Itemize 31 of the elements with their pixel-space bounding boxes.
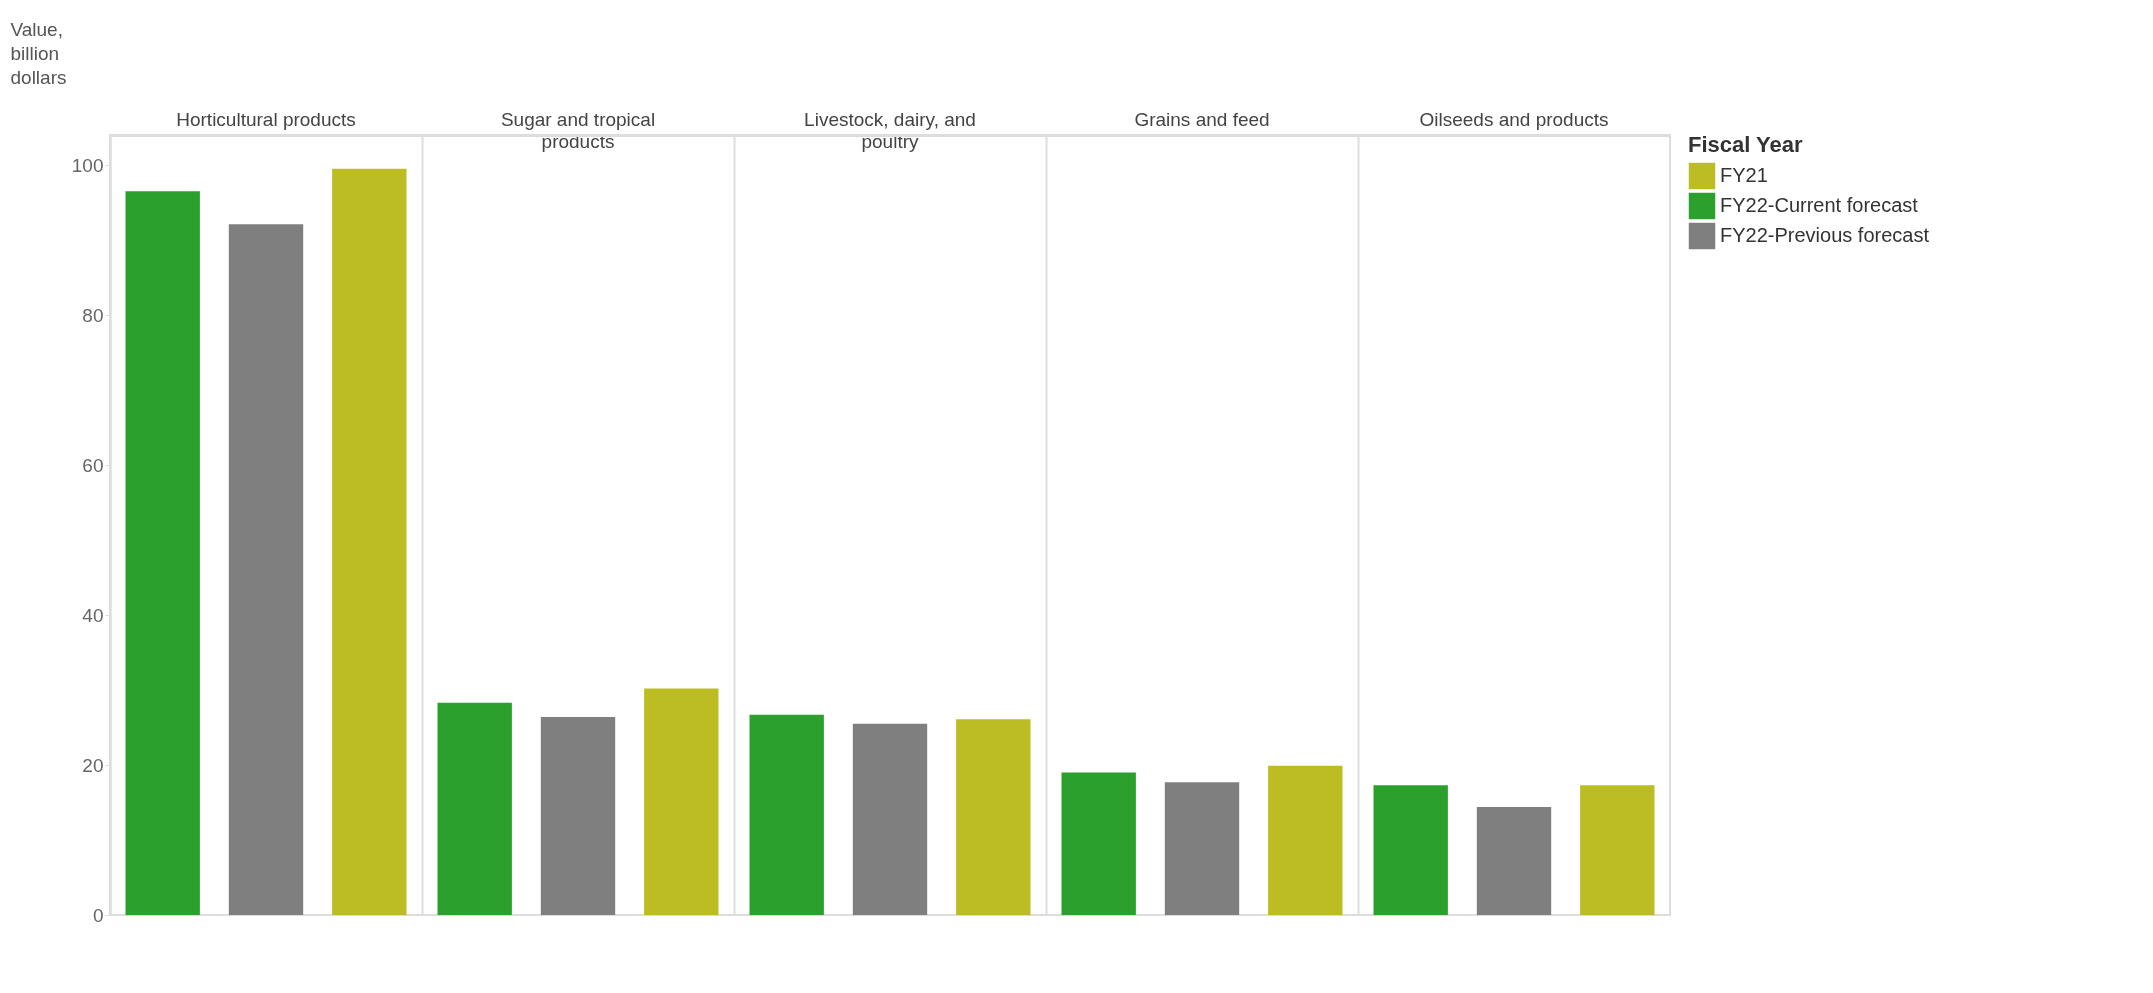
legend-title: Fiscal Year (1688, 132, 1804, 157)
y-tick-label: 100 (71, 154, 104, 176)
bar (1061, 772, 1136, 915)
legend-label: FY22-Current forecast (1720, 194, 1919, 216)
y-tick-label: 80 (82, 304, 104, 326)
y-tick-label: 60 (82, 454, 104, 476)
y-tick-label: 20 (82, 754, 104, 776)
y-axis-title: Value, billion dollars (10, 18, 67, 88)
bar (1373, 785, 1448, 915)
x-tick-label: Horticultural products (176, 108, 356, 130)
bar (1580, 785, 1655, 915)
y-tick-label: 0 (92, 904, 104, 926)
x-tick-label: Oilseeds and products (1419, 108, 1609, 130)
bar (125, 191, 200, 915)
x-tick-label: Grains and feed (1134, 108, 1270, 130)
bar (437, 702, 512, 915)
legend-label: FY21 (1720, 164, 1768, 186)
bar (1476, 807, 1552, 915)
bar (749, 714, 824, 915)
bar (228, 224, 304, 915)
bar (852, 723, 928, 915)
bar (332, 168, 407, 915)
bar (1268, 765, 1343, 915)
bar (956, 719, 1031, 915)
y-tick-label: 40 (82, 604, 104, 626)
x-tick-label: Livestock, dairy, and poultry (804, 108, 976, 152)
bar (1164, 782, 1240, 915)
bar (540, 717, 616, 915)
legend-label: FY22-Previous forecast (1720, 224, 1930, 246)
x-tick-label: Sugar and tropical products (500, 108, 656, 152)
bar (644, 688, 719, 915)
